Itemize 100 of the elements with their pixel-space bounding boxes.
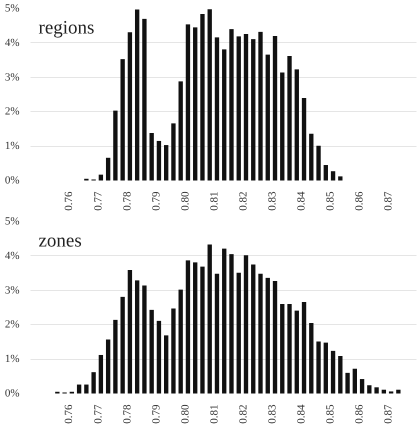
bar	[128, 270, 132, 394]
bar	[156, 140, 162, 180]
bar	[120, 59, 125, 180]
bar	[280, 304, 284, 394]
bar	[316, 342, 321, 394]
bar	[266, 278, 270, 394]
x-tick-label: 0.84	[295, 404, 308, 424]
bar	[193, 27, 198, 180]
bar	[229, 254, 234, 394]
bar	[338, 176, 342, 180]
bar	[266, 54, 270, 180]
bar	[352, 368, 358, 394]
x-tick-label: 0.78	[121, 191, 134, 211]
bar	[244, 255, 248, 394]
bar	[84, 384, 89, 394]
bar	[214, 274, 220, 394]
bar	[236, 272, 241, 394]
bar	[76, 384, 82, 394]
bar	[396, 390, 401, 394]
y-tick-label: 0%	[4, 388, 20, 400]
y-tick-label: 3%	[4, 71, 20, 84]
x-tick-label: 0.87	[382, 404, 394, 424]
bar	[222, 49, 226, 180]
bar	[171, 123, 176, 180]
y-tick-label: 1%	[4, 140, 20, 152]
bar	[229, 29, 234, 180]
bar	[251, 264, 256, 394]
x-tick-label: 0.84	[295, 191, 308, 211]
bar	[280, 72, 284, 180]
bar	[134, 280, 140, 394]
bar	[186, 24, 190, 180]
bar	[142, 285, 147, 394]
bar	[91, 372, 96, 394]
bar	[272, 281, 278, 394]
x-tick-label: 0.78	[121, 404, 134, 424]
bar	[113, 110, 118, 180]
x-tick-label: 0.81	[208, 192, 220, 211]
bar	[178, 290, 183, 394]
x-tick-label: 0.85	[324, 404, 336, 424]
bar	[149, 310, 154, 394]
x-tick-label: 0.76	[63, 404, 76, 424]
bar	[338, 356, 342, 394]
bar	[316, 146, 321, 180]
bar	[258, 32, 263, 180]
bar	[98, 354, 104, 394]
bar	[98, 174, 104, 180]
x-tick-label: 0.81	[208, 404, 220, 424]
bar	[134, 10, 140, 180]
x-tick-label: 0.83	[266, 191, 278, 211]
bar	[258, 274, 263, 394]
x-tick-label: 0.82	[237, 404, 250, 424]
bar	[193, 262, 198, 394]
bar	[382, 390, 386, 394]
y-tick-label: 2%	[4, 106, 20, 118]
y-tick-label: 5%	[4, 216, 20, 228]
x-tick-label: 0.83	[266, 404, 278, 424]
bar	[287, 56, 292, 180]
bar	[251, 39, 256, 180]
bar	[222, 248, 226, 394]
bar	[367, 385, 372, 394]
bar	[330, 171, 336, 180]
bar	[309, 134, 314, 180]
x-tick-label: 0.86	[353, 404, 366, 424]
x-tick-label: 0.82	[237, 192, 250, 211]
bar	[106, 158, 110, 180]
y-tick-label: 0%	[4, 174, 20, 186]
bar	[374, 387, 379, 394]
y-tick-label: 2%	[4, 318, 20, 331]
bar	[324, 165, 328, 180]
bar	[214, 37, 220, 180]
bar	[309, 322, 314, 394]
bar	[149, 133, 154, 180]
bar	[208, 9, 212, 180]
bar	[171, 308, 176, 394]
bar	[236, 36, 241, 180]
x-tick-label: 0.77	[92, 191, 104, 211]
bar	[113, 320, 118, 394]
x-tick-label: 0.85	[324, 191, 336, 211]
y-tick-label: 3%	[4, 284, 20, 296]
y-tick-label: 1%	[4, 353, 20, 366]
bar	[272, 36, 278, 180]
x-tick-label: 0.79	[150, 404, 162, 424]
text: regions	[38, 18, 94, 38]
bar	[208, 244, 212, 394]
bar	[178, 81, 183, 180]
bar	[106, 339, 110, 394]
x-tick-label: 0.87	[382, 191, 394, 211]
bar	[156, 320, 162, 394]
bar	[186, 260, 190, 394]
bar	[287, 304, 292, 394]
bar	[302, 98, 306, 180]
x-tick-label: 0.80	[179, 404, 192, 424]
bar	[330, 350, 336, 394]
x-tick-label: 0.76	[63, 191, 76, 211]
bar	[360, 379, 364, 394]
bar	[120, 296, 125, 394]
bar	[294, 310, 299, 394]
bar	[200, 266, 205, 394]
text: zones	[38, 230, 82, 252]
y-tick-label: 5%	[4, 2, 20, 14]
